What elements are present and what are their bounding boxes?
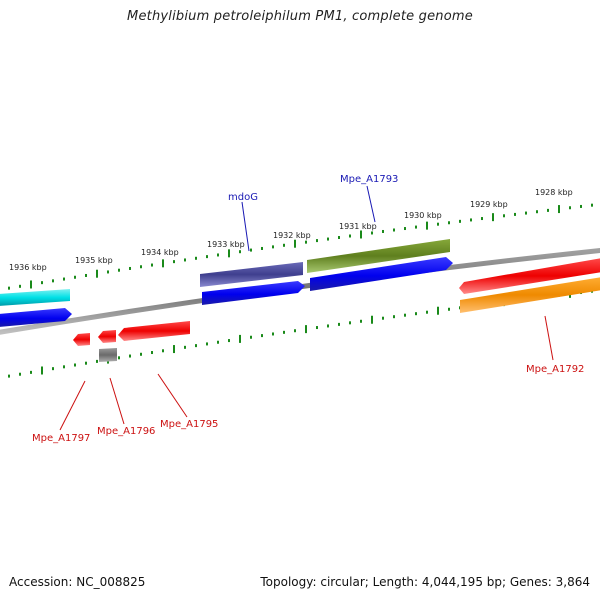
gene-label-Mpe_A1792[interactable]: Mpe_A1792 [526,364,584,375]
leader-line-mdoG [241,201,250,252]
scale-label: 1936 kbp [9,263,47,272]
accession-text: Accession: NC_008825 [9,575,146,589]
scale-label: 1932 kbp [273,231,311,240]
gene-feature-orange[interactable] [460,277,600,313]
gene-feature-blue-middle[interactable] [202,281,305,305]
leader-line-Mpe_A1792 [544,315,554,361]
gene-feature-Mpe_A1796-red[interactable] [98,330,116,343]
gene-feature-cyan[interactable] [0,289,70,306]
gene-feature-red-right[interactable] [459,258,600,294]
scale-label: 1929 kbp [470,200,508,209]
gene-label-Mpe_A1796[interactable]: Mpe_A1796 [97,426,155,437]
scale-label: 1933 kbp [207,240,245,249]
genome-summary-text: Topology: circular; Length: 4,044,195 bp… [260,575,590,589]
gene-feature-Mpe_A1793[interactable] [307,239,450,273]
gene-labels: mdoG Mpe_A1793 Mpe_A1797 Mpe_A1796 Mpe_A… [32,174,584,444]
scale-labels: 1936 kbp 1935 kbp 1934 kbp 1933 kbp 1932… [9,188,573,272]
leader-line-Mpe_A1795 [157,373,188,418]
scale-label: 1935 kbp [75,256,113,265]
gene-feature-blue-right[interactable] [310,257,453,291]
gene-label-Mpe_A1797[interactable]: Mpe_A1797 [32,433,90,444]
gene-label-Mpe_A1795[interactable]: Mpe_A1795 [160,419,218,430]
gene-feature-blue-left[interactable] [0,308,72,327]
scale-label: 1930 kbp [404,211,442,220]
map-title: Methylibium petroleiphilum PM1, complete… [127,9,473,24]
outer-scale-track [8,203,593,290]
gene-feature-Mpe_A1797[interactable] [73,333,90,346]
leader-line-Mpe_A1796 [109,377,125,425]
gene-feature-Mpe_A1796-gray[interactable] [99,348,117,362]
scale-label: 1934 kbp [141,248,179,257]
gene-feature-mdoG[interactable] [200,262,303,287]
forward-strand-features [0,239,600,306]
gene-feature-Mpe_A1795[interactable] [118,321,190,341]
reverse-strand-features [73,321,190,362]
leader-line-Mpe_A1793 [366,185,376,223]
gene-label-Mpe_A1793[interactable]: Mpe_A1793 [340,174,398,185]
leader-lines [59,185,554,431]
scale-label: 1931 kbp [339,222,377,231]
scale-label: 1928 kbp [535,188,573,197]
gene-label-mdoG[interactable]: mdoG [228,192,258,203]
leader-line-Mpe_A1797 [59,380,86,431]
strand-row-2 [0,257,600,327]
